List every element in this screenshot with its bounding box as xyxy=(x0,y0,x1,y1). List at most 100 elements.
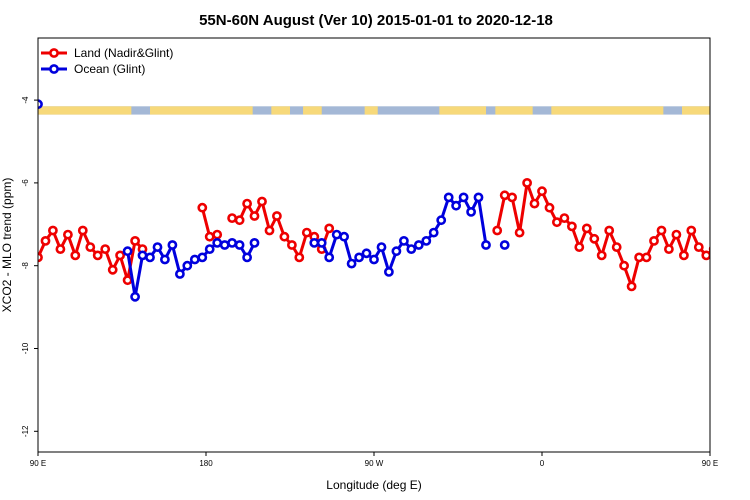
chart-title: 55N-60N August (Ver 10) 2015-01-01 to 20… xyxy=(199,12,553,29)
x-tick-label-3: 0 xyxy=(540,459,545,468)
series-ocean-point-1-10 xyxy=(197,252,208,263)
series-ocean-point-2-23 xyxy=(481,240,491,250)
series-layer xyxy=(38,99,710,302)
y-axis-label: XCO2 - MLO trend (ppm) xyxy=(0,178,14,313)
series-land-point-2-0 xyxy=(227,213,237,223)
series-ocean-point-2-6 xyxy=(354,252,364,263)
map-band xyxy=(38,106,710,115)
series-land-point-3-12 xyxy=(581,223,592,234)
series-land-point-2-10 xyxy=(301,227,312,238)
series-land-point-2-8 xyxy=(286,240,297,250)
y-tick-label-2: -8 xyxy=(21,262,30,270)
series-ocean-point-2-4 xyxy=(339,231,349,242)
series-ocean-point-1-2 xyxy=(137,250,148,261)
series-ocean-point-2-21 xyxy=(466,206,476,217)
series-land-point-3-4 xyxy=(522,177,532,188)
legend-item-ocean: Ocean (Glint) xyxy=(41,62,145,76)
series-land-point-3-17 xyxy=(619,260,629,271)
series-ocean-point-3-0 xyxy=(499,240,510,250)
series-ocean-point-1-15 xyxy=(234,240,245,250)
series-land-point-3-6 xyxy=(537,186,547,197)
series-land-point-0-3 xyxy=(55,244,66,254)
series-land-point-3-3 xyxy=(514,227,525,238)
series-land-point-2-4 xyxy=(257,196,267,207)
x-tick-label-1: 180 xyxy=(199,459,213,468)
series-ocean-point-1-3 xyxy=(145,252,155,263)
series-land-point-3-10 xyxy=(567,221,577,232)
series-land-point-0-4 xyxy=(63,229,73,240)
series-land-point-3-8 xyxy=(552,217,562,228)
map-band-land-0 xyxy=(38,106,132,115)
series-ocean-point-1-14 xyxy=(227,237,237,248)
series-land-point-3-22 xyxy=(656,225,667,236)
x-tick-label-2: 90 W xyxy=(365,459,384,468)
series-land-point-3-27 xyxy=(693,242,704,252)
series-ocean-point-1-9 xyxy=(189,254,200,265)
series-land-point-0-11 xyxy=(115,250,125,261)
series-land-point-0-2 xyxy=(48,225,58,236)
x-axis: 90 E 180 90 W 0 90 E xyxy=(30,452,718,468)
series-ocean-point-2-22 xyxy=(473,192,484,203)
x-axis-label: Longitude (deg E) xyxy=(326,478,421,492)
series-land-point-3-14 xyxy=(596,250,607,261)
series-land xyxy=(38,177,710,292)
series-ocean-point-2-2 xyxy=(324,252,335,263)
series-land-point-3-9 xyxy=(559,213,570,223)
series-ocean-point-1-0 xyxy=(122,246,133,257)
series-ocean-point-2-5 xyxy=(346,258,357,269)
y-tick-label-1: -6 xyxy=(21,179,30,187)
legend: Land (Nadir&Glint) Ocean (Glint) xyxy=(41,46,173,76)
series-land-point-2-9 xyxy=(294,252,305,263)
legend-land-label: Land (Nadir&Glint) xyxy=(74,46,173,60)
series-ocean-point-2-13 xyxy=(406,244,417,254)
map-band-land-7 xyxy=(551,106,664,115)
series-land-point-3-13 xyxy=(589,233,600,244)
series-land-point-0-8 xyxy=(92,250,103,261)
legend-item-land: Land (Nadir&Glint) xyxy=(41,46,173,60)
series-land-point-2-2 xyxy=(242,198,252,209)
series-land-point-2-7 xyxy=(279,231,290,242)
series-land-point-3-23 xyxy=(664,244,674,254)
series-land-point-0-6 xyxy=(77,225,88,236)
series-ocean-point-1-8 xyxy=(182,260,193,271)
series-land-point-3-0 xyxy=(492,225,503,236)
x-tick-label-0: 90 E xyxy=(30,459,46,468)
series-land-point-0-9 xyxy=(100,244,111,254)
series-land-point-3-28 xyxy=(701,250,710,261)
series-ocean-point-1-7 xyxy=(174,269,185,279)
series-ocean-point-1-16 xyxy=(242,252,252,263)
legend-land-marker xyxy=(49,48,59,58)
series-land-point-2-13 xyxy=(324,223,335,234)
legend-ocean-marker xyxy=(49,64,59,74)
series-land-point-2-3 xyxy=(249,211,260,221)
series-ocean-point-1-17 xyxy=(249,237,260,248)
series-land-point-3-24 xyxy=(671,229,682,240)
series-ocean-point-2-11 xyxy=(391,246,402,257)
series-land-point-0-7 xyxy=(85,242,96,252)
series-land-point-3-7 xyxy=(544,202,555,213)
series-ocean-point-2-8 xyxy=(369,254,379,265)
series-land-point-0-1 xyxy=(40,235,51,246)
series-ocean-point-2-18 xyxy=(443,192,454,203)
y-axis: -4 -6 -8 -10 -12 xyxy=(21,96,38,437)
series-ocean-point-2-1 xyxy=(316,237,327,248)
series-ocean-point-1-6 xyxy=(167,240,178,250)
series-land-point-3-26 xyxy=(686,225,697,236)
series-ocean xyxy=(38,99,510,302)
series-ocean-point-2-16 xyxy=(428,227,439,238)
series-land-point-0-10 xyxy=(107,264,118,275)
map-band-land-2 xyxy=(271,106,290,115)
map-band-land-6 xyxy=(495,106,533,115)
series-land-point-2-5 xyxy=(264,225,275,236)
series-land-point-3-20 xyxy=(641,252,652,263)
map-band-land-1 xyxy=(150,106,253,115)
series-land-point-3-11 xyxy=(574,242,585,252)
series-ocean-point-1-1 xyxy=(130,291,140,302)
series-land-point-3-18 xyxy=(626,281,637,292)
series-land-point-1-0 xyxy=(197,202,208,213)
series-land-point-0-12 xyxy=(122,275,133,286)
series-land-point-1-2 xyxy=(212,229,223,240)
series-ocean-point-1-11 xyxy=(204,244,215,254)
series-ocean-point-2-9 xyxy=(376,242,387,252)
